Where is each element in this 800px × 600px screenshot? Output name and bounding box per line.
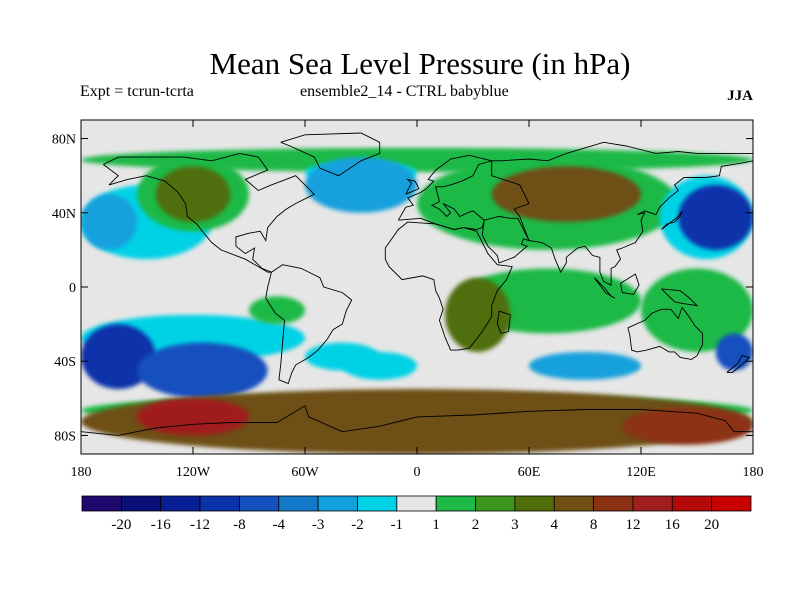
colorbar-swatch bbox=[593, 495, 634, 512]
colorbar-label: -1 bbox=[391, 517, 404, 533]
colorbar-label: 20 bbox=[704, 517, 719, 533]
colorbar-label: -4 bbox=[273, 517, 286, 533]
coastline-6 bbox=[481, 216, 530, 264]
colorbar-label: 8 bbox=[590, 517, 598, 533]
colorbar-swatch bbox=[81, 495, 122, 512]
colorbar-swatch bbox=[160, 495, 201, 512]
coastline-2 bbox=[280, 132, 381, 177]
x-tick-label: 180 bbox=[71, 465, 92, 480]
colorbar-swatch bbox=[120, 495, 162, 512]
colorbar-label: 12 bbox=[625, 517, 640, 533]
y-tick-label: 80N bbox=[52, 133, 76, 148]
colorbar-label: -20 bbox=[111, 517, 131, 533]
coastline-11 bbox=[620, 273, 640, 295]
x-tick-label: 60W bbox=[291, 465, 319, 480]
colorbar-swatch bbox=[553, 495, 594, 512]
pressure-field-layer bbox=[81, 147, 753, 454]
colorbar-swatch bbox=[357, 495, 398, 512]
pressure-region-10 bbox=[445, 277, 511, 352]
colorbar-swatch bbox=[317, 495, 358, 512]
colorbar-swatch bbox=[435, 495, 476, 512]
pressure-region-13 bbox=[622, 407, 753, 445]
colorbar-label: -8 bbox=[233, 517, 246, 533]
pressure-region-0 bbox=[81, 194, 137, 250]
colorbar-swatch bbox=[671, 495, 713, 512]
colorbar-label: -2 bbox=[351, 517, 364, 533]
y-tick-label: 40S bbox=[54, 355, 76, 370]
coastline-4 bbox=[384, 221, 513, 351]
pressure-region-5 bbox=[678, 184, 753, 250]
colorbar-swatch bbox=[199, 495, 240, 512]
coastline-12 bbox=[661, 288, 699, 307]
pressure-region-1 bbox=[81, 324, 156, 390]
x-tick-label: 120E bbox=[626, 465, 656, 480]
coastline-9 bbox=[661, 210, 683, 230]
y-tick-label: 40N bbox=[52, 207, 76, 222]
season-label: JJA bbox=[727, 88, 753, 104]
colorbar-swatch bbox=[475, 495, 516, 512]
coastline-5 bbox=[496, 310, 511, 334]
field-band-10 bbox=[249, 296, 305, 325]
colorbar-swatch bbox=[514, 495, 555, 512]
colorbar-label: -16 bbox=[151, 517, 171, 533]
pressure-region-8 bbox=[155, 166, 231, 223]
colorbar-swatch bbox=[278, 495, 319, 512]
x-tick-label: 120W bbox=[176, 465, 211, 480]
coastline-15 bbox=[81, 405, 753, 436]
colorbar-label: 3 bbox=[511, 517, 519, 533]
pressure-region-11 bbox=[81, 389, 753, 454]
colorbar-label: 4 bbox=[550, 517, 558, 533]
x-tick-label: 0 bbox=[414, 465, 421, 480]
experiment-label: Expt = tcrun-tcrta bbox=[80, 83, 194, 100]
coastline-10 bbox=[593, 277, 616, 299]
pressure-region-12 bbox=[137, 398, 249, 436]
colorbar: -20 -16 -12 -8 -4 -3 -2 -1 1 2 3 4 8 12 16 20 bbox=[81, 495, 752, 533]
pressure-region-4 bbox=[342, 351, 417, 380]
colorbar-label: 1 bbox=[432, 517, 440, 533]
colorbar-label: -3 bbox=[312, 517, 325, 533]
coastline-7 bbox=[491, 141, 753, 286]
x-tick-label: 60E bbox=[518, 465, 541, 480]
coastline-14 bbox=[405, 178, 420, 195]
y-axis: 80N 40N 0 40S 80S bbox=[52, 133, 753, 444]
pressure-region-7 bbox=[715, 333, 753, 371]
colorbar-label: 2 bbox=[472, 517, 480, 533]
chart-title: Mean Sea Level Pressure (in hPa) bbox=[209, 46, 631, 81]
colorbar-swatch bbox=[632, 495, 673, 512]
coastline-0 bbox=[103, 152, 316, 273]
coastline-13 bbox=[726, 355, 751, 373]
pressure-region-6 bbox=[529, 351, 641, 380]
pressure-region-2 bbox=[137, 342, 268, 399]
x-tick-label: 180 bbox=[743, 465, 764, 480]
pressure-region-3 bbox=[305, 157, 417, 213]
coastline-layer bbox=[81, 132, 753, 436]
colorbar-swatch bbox=[711, 495, 752, 512]
coastline-1 bbox=[265, 264, 353, 385]
x-axis: 180 120W 60W 0 60E 120E 180 bbox=[71, 120, 764, 480]
y-tick-label: 0 bbox=[69, 281, 76, 296]
colorbar-label: 16 bbox=[665, 517, 681, 533]
ensemble-label: ensemble2_14 - CTRL babyblue bbox=[300, 83, 509, 100]
colorbar-label: -12 bbox=[190, 517, 210, 533]
coastline-8 bbox=[627, 306, 704, 360]
y-tick-label: 80S bbox=[54, 429, 76, 444]
colorbar-swatch bbox=[396, 495, 437, 512]
coastline-3 bbox=[397, 154, 494, 230]
colorbar-swatch bbox=[239, 495, 280, 512]
pressure-region-9 bbox=[491, 166, 641, 223]
